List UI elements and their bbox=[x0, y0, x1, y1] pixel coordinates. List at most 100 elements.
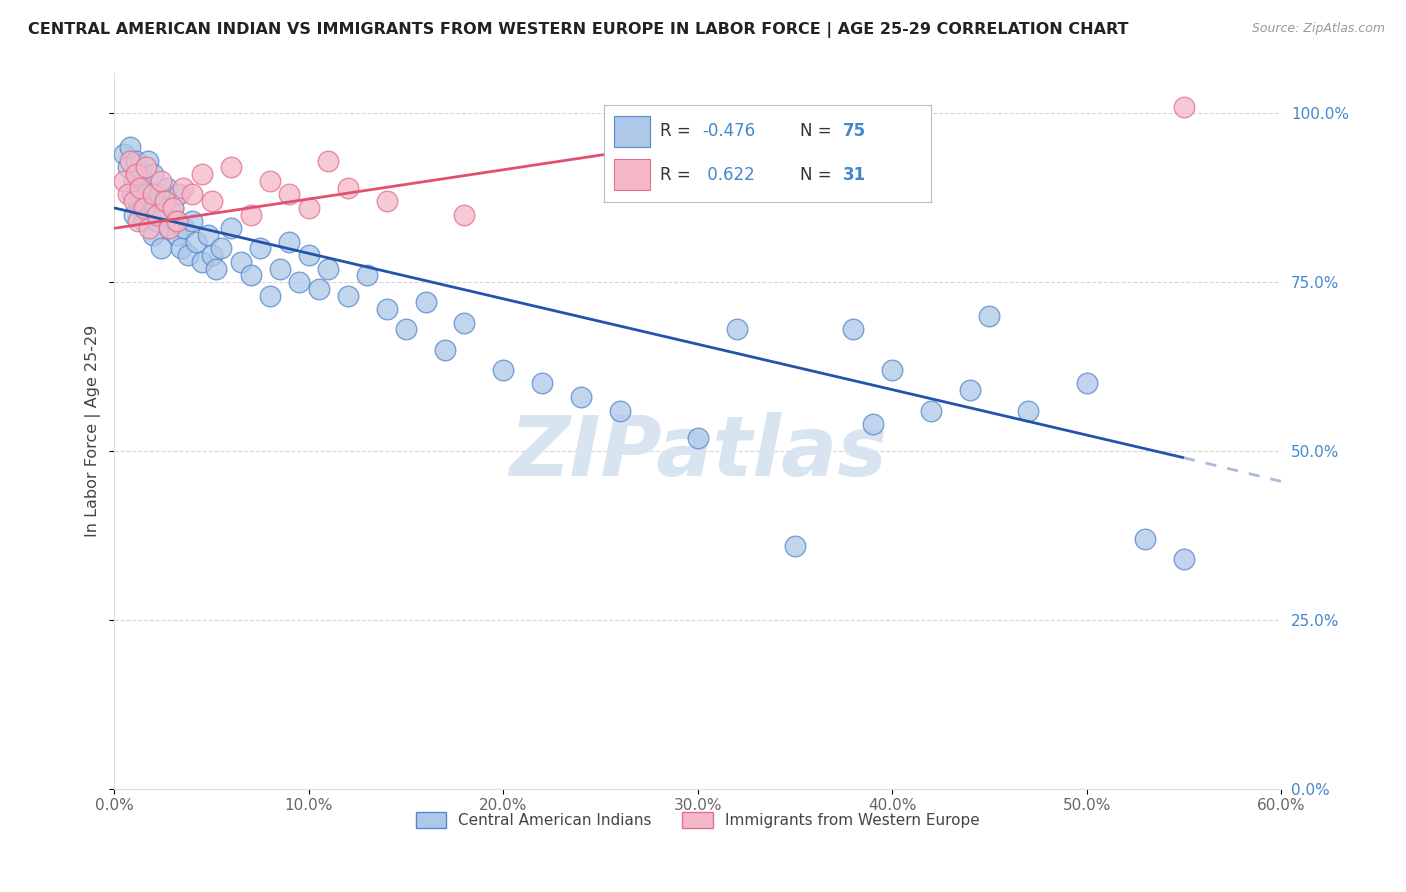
Point bbox=[118, 153, 141, 168]
Point bbox=[191, 167, 214, 181]
Point bbox=[150, 174, 173, 188]
Point bbox=[356, 268, 378, 283]
Point bbox=[162, 201, 184, 215]
Point bbox=[169, 242, 191, 256]
Point bbox=[150, 242, 173, 256]
Point bbox=[1173, 552, 1195, 566]
Point bbox=[118, 140, 141, 154]
Point bbox=[219, 161, 242, 175]
Point bbox=[229, 255, 252, 269]
Point bbox=[157, 221, 180, 235]
Point bbox=[135, 161, 157, 175]
Point bbox=[172, 180, 194, 194]
Point bbox=[131, 201, 153, 215]
Text: Source: ZipAtlas.com: Source: ZipAtlas.com bbox=[1251, 22, 1385, 36]
Point bbox=[181, 214, 204, 228]
Point bbox=[318, 153, 340, 168]
Point bbox=[122, 174, 145, 188]
Point bbox=[204, 261, 226, 276]
Point bbox=[166, 227, 188, 242]
Point bbox=[142, 187, 165, 202]
Point bbox=[136, 153, 159, 168]
Point bbox=[278, 187, 301, 202]
Point bbox=[979, 309, 1001, 323]
Point bbox=[569, 390, 592, 404]
Point bbox=[157, 221, 180, 235]
Point bbox=[298, 201, 321, 215]
Point bbox=[336, 180, 359, 194]
Point bbox=[1133, 532, 1156, 546]
Point bbox=[146, 214, 169, 228]
Point bbox=[132, 180, 155, 194]
Point bbox=[219, 221, 242, 235]
Point bbox=[278, 235, 301, 249]
Text: CENTRAL AMERICAN INDIAN VS IMMIGRANTS FROM WESTERN EUROPE IN LABOR FORCE | AGE 2: CENTRAL AMERICAN INDIAN VS IMMIGRANTS FR… bbox=[28, 22, 1129, 38]
Point bbox=[112, 174, 135, 188]
Point bbox=[239, 268, 262, 283]
Point bbox=[125, 167, 148, 181]
Point bbox=[201, 194, 224, 209]
Point bbox=[132, 201, 155, 215]
Point bbox=[117, 187, 139, 202]
Point bbox=[492, 363, 515, 377]
Point bbox=[959, 384, 981, 398]
Point bbox=[882, 363, 904, 377]
Point bbox=[269, 261, 291, 276]
Point bbox=[128, 180, 150, 194]
Point bbox=[153, 194, 176, 209]
Point bbox=[146, 208, 169, 222]
Point bbox=[138, 208, 160, 222]
Point bbox=[156, 180, 179, 194]
Point bbox=[239, 208, 262, 222]
Point bbox=[725, 322, 748, 336]
Point bbox=[191, 255, 214, 269]
Point bbox=[127, 214, 149, 228]
Point bbox=[138, 221, 160, 235]
Point bbox=[783, 539, 806, 553]
Point bbox=[186, 235, 208, 249]
Point bbox=[135, 187, 157, 202]
Point bbox=[127, 194, 149, 209]
Point bbox=[862, 417, 884, 431]
Point bbox=[163, 214, 186, 228]
Point bbox=[298, 248, 321, 262]
Point bbox=[141, 194, 163, 209]
Point bbox=[112, 147, 135, 161]
Point bbox=[395, 322, 418, 336]
Point bbox=[148, 187, 170, 202]
Point bbox=[308, 282, 330, 296]
Point bbox=[453, 316, 475, 330]
Point bbox=[434, 343, 457, 357]
Point bbox=[288, 275, 311, 289]
Point bbox=[375, 194, 398, 209]
Point bbox=[842, 322, 865, 336]
Point bbox=[117, 161, 139, 175]
Point bbox=[173, 221, 195, 235]
Point bbox=[609, 403, 631, 417]
Point bbox=[167, 187, 190, 202]
Point bbox=[162, 201, 184, 215]
Point bbox=[152, 208, 174, 222]
Point bbox=[201, 248, 224, 262]
Point bbox=[1076, 376, 1098, 391]
Point bbox=[375, 302, 398, 317]
Legend: Central American Indians, Immigrants from Western Europe: Central American Indians, Immigrants fro… bbox=[409, 806, 986, 835]
Point bbox=[121, 187, 143, 202]
Point bbox=[531, 376, 554, 391]
Point bbox=[132, 214, 155, 228]
Text: ZIPatlas: ZIPatlas bbox=[509, 412, 887, 492]
Point bbox=[336, 289, 359, 303]
Point bbox=[181, 187, 204, 202]
Point bbox=[197, 227, 219, 242]
Point bbox=[453, 208, 475, 222]
Point bbox=[177, 248, 200, 262]
Point bbox=[166, 214, 188, 228]
Y-axis label: In Labor Force | Age 25-29: In Labor Force | Age 25-29 bbox=[86, 325, 101, 537]
Point bbox=[122, 194, 145, 209]
Point bbox=[1017, 403, 1039, 417]
Point bbox=[122, 208, 145, 222]
Point bbox=[142, 227, 165, 242]
Point bbox=[415, 295, 437, 310]
Point bbox=[318, 261, 340, 276]
Point bbox=[209, 242, 232, 256]
